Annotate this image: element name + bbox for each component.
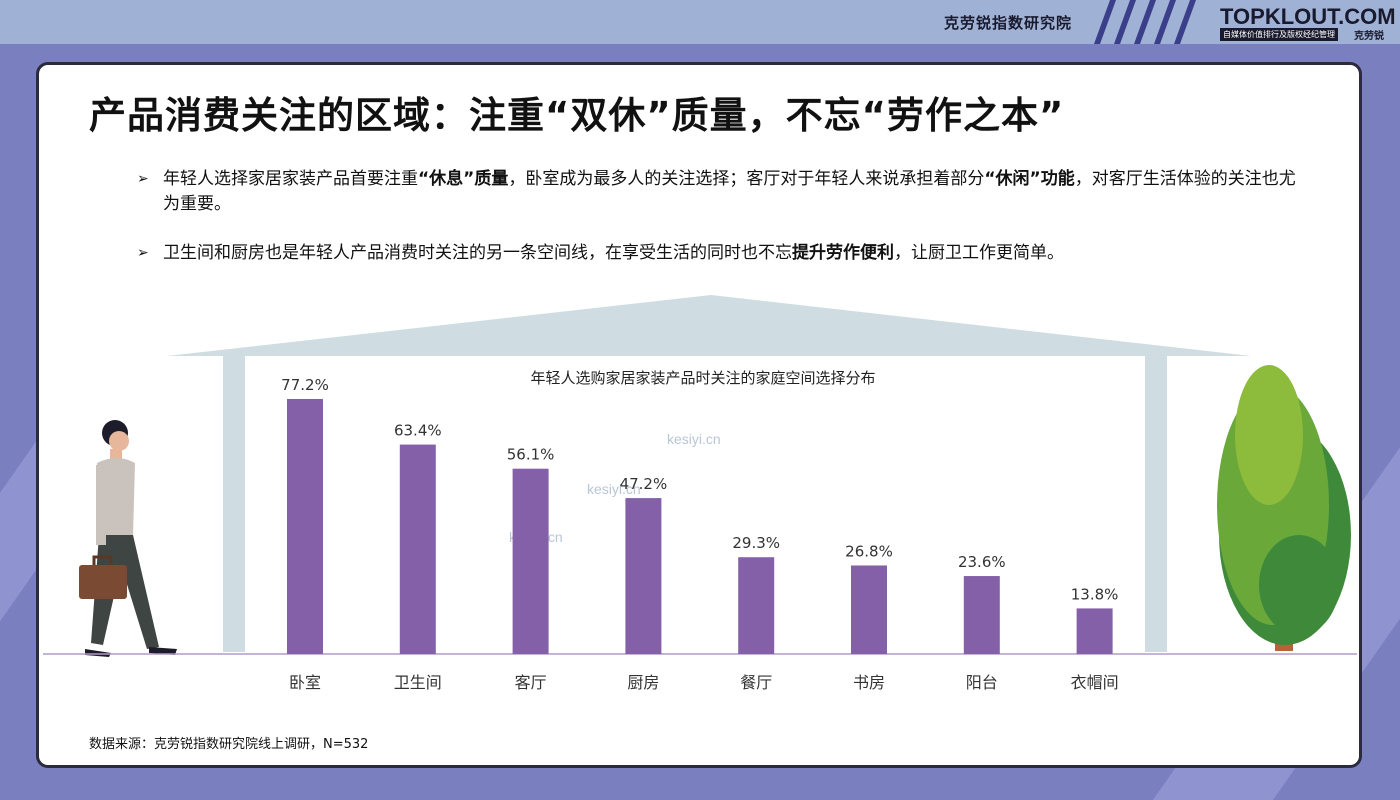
- decorative-slash: [1093, 0, 1117, 44]
- decorative-slash: [1133, 0, 1157, 44]
- slide-card: 产品消费关注的区域：注重“双休”质量，不忘“劳作之本” ➢ 年轻人选择家居家装产…: [36, 62, 1362, 768]
- bar-value-label: 26.8%: [845, 542, 893, 560]
- bar-value-label: 23.6%: [958, 553, 1006, 571]
- category-label: 阳台: [966, 673, 998, 692]
- bar-5: [738, 557, 775, 654]
- watermark: kesiyi.cn: [587, 481, 641, 497]
- logo-tagline: 自媒体价值排行及版权经纪管理: [1220, 28, 1338, 41]
- decorative-slash: [1113, 0, 1137, 44]
- bullet-text: ，卧室成为最多人的关注选择；客厅对于年轻人来说承担着部分: [508, 169, 985, 189]
- watermark: kesiyi.cn: [667, 431, 721, 447]
- bullet-text: ，让厨卫工作更简单。: [894, 243, 1064, 263]
- bar-7: [963, 576, 1000, 654]
- house-roof: [167, 295, 1251, 356]
- bar-2: [399, 444, 436, 654]
- decorative-slash: [1153, 0, 1177, 44]
- data-source: 数据来源：克劳锐指数研究院线上调研，N=532: [89, 737, 369, 752]
- bullet-arrow-icon: ➢: [137, 171, 149, 187]
- bar-value-label: 56.1%: [507, 446, 555, 464]
- bar-6: [851, 565, 887, 654]
- house-pillar-right: [1145, 356, 1167, 652]
- org-name: 克劳锐指数研究院: [944, 14, 1073, 32]
- chart-title: 年轻人选购家居家装产品时关注的家庭空间选择分布: [530, 369, 875, 387]
- page-title: 产品消费关注的区域：注重“双休”质量，不忘“劳作之本”: [89, 94, 1065, 137]
- bullet-emphasis: “休息”质量: [418, 169, 509, 189]
- person-illustration: [79, 420, 177, 657]
- category-label: 厨房: [627, 673, 659, 692]
- category-label: 餐厅: [740, 673, 772, 692]
- bullet-point: ➢ 卫生间和厨房也是年轻人产品消费时关注的另一条空间线，在享受生活的同时也不忘提…: [137, 241, 1303, 266]
- bar-chart: 年轻人选购家居家装产品时关注的家庭空间选择分布 77.2% 63.4% 56.1% 4…: [43, 295, 1357, 692]
- bar-value-label: 29.3%: [732, 534, 780, 552]
- bullet-emphasis: 提升劳作便利: [792, 243, 894, 263]
- category-label: 衣帽间: [1071, 673, 1119, 692]
- bar-4: [625, 498, 662, 654]
- top-bar: 克劳锐指数研究院 TOPKLOUT.COM 自媒体价值排行及版权经纪管理 克劳锐: [0, 0, 1400, 44]
- bullet-text: 年轻人选择家居家装产品首要注重: [163, 169, 418, 189]
- logo: TOPKLOUT.COM: [1220, 4, 1396, 29]
- category-label: 客厅: [515, 673, 547, 692]
- bullet-emphasis: “休闲”功能: [984, 169, 1075, 189]
- bullet-text: ，对客厅生活体验的关注也尤为重要。: [163, 169, 1296, 214]
- bar-8: [1076, 608, 1113, 654]
- category-label: 卫生间: [394, 673, 442, 692]
- house-pillar-left: [223, 356, 245, 652]
- bar-value-label: 77.2%: [281, 376, 329, 394]
- logo-cn: 克劳锐: [1354, 31, 1384, 42]
- bullet-arrow-icon: ➢: [137, 245, 149, 261]
- category-label: 卧室: [289, 673, 321, 692]
- tree-illustration: [1217, 365, 1351, 651]
- bar-value-label: 13.8%: [1071, 585, 1119, 603]
- bar-3: [512, 468, 549, 654]
- bar-value-label: 47.2%: [620, 475, 668, 493]
- bar-value-label: 63.4%: [394, 422, 442, 440]
- decorative-slash: [1173, 0, 1197, 44]
- bullet-point: ➢ 年轻人选择家居家装产品首要注重“休息”质量，卧室成为最多人的关注选择；客厅对…: [137, 167, 1303, 217]
- category-label: 书房: [853, 673, 885, 692]
- bar-1: [287, 399, 323, 654]
- bullet-text: 卫生间和厨房也是年轻人产品消费时关注的另一条空间线，在享受生活的同时也不忘: [163, 243, 792, 263]
